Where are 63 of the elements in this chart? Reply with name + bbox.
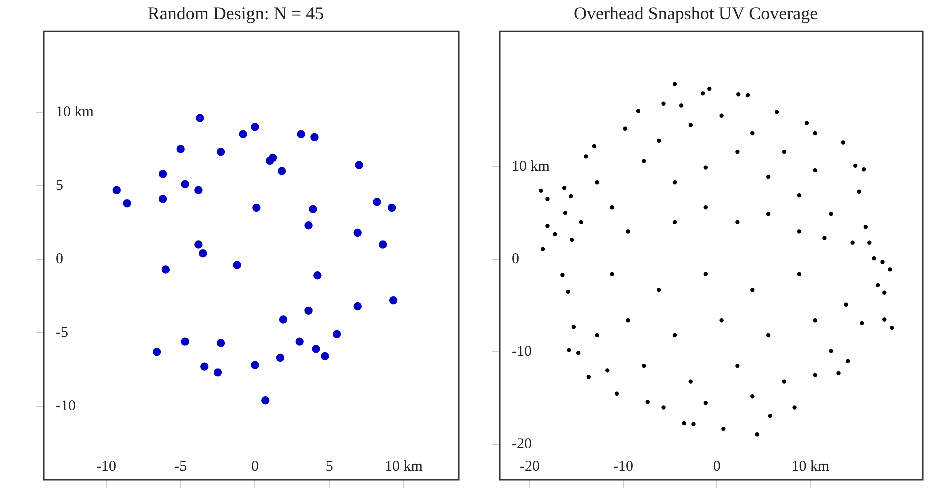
point	[279, 316, 288, 324]
point	[296, 338, 304, 346]
x-tick-label: -5	[174, 458, 188, 475]
x-tick-label: 0	[251, 458, 259, 475]
point	[158, 195, 168, 204]
x-tick-label: 10 km	[792, 458, 830, 475]
point	[158, 170, 168, 178]
x-tick-label: 10 km	[385, 458, 424, 475]
point	[194, 186, 203, 194]
point	[123, 200, 132, 208]
point	[200, 362, 209, 371]
point	[310, 133, 319, 142]
point	[181, 338, 190, 346]
x-tick-label: 5	[326, 458, 334, 475]
point	[373, 198, 382, 206]
point	[304, 222, 313, 230]
point	[388, 204, 396, 212]
point	[304, 306, 313, 316]
point	[312, 345, 320, 354]
point	[354, 302, 362, 311]
point	[266, 156, 274, 166]
point	[389, 296, 398, 305]
point	[321, 352, 330, 361]
y-tick-label: -10	[512, 344, 532, 360]
point	[233, 261, 242, 270]
y-tick-label: 0	[512, 251, 520, 268]
point	[251, 123, 260, 132]
point	[332, 330, 342, 339]
point	[176, 145, 185, 154]
point	[216, 148, 226, 156]
point	[112, 186, 121, 194]
point	[297, 130, 306, 139]
point	[276, 354, 285, 362]
x-tick-label: 0	[713, 458, 721, 475]
point	[252, 204, 261, 212]
y-tick-label: 5	[56, 178, 64, 194]
point	[354, 228, 362, 238]
point	[214, 368, 222, 377]
point	[181, 180, 190, 189]
chart-title: Random Design: N = 45	[148, 4, 324, 24]
point	[379, 240, 388, 249]
point	[196, 114, 204, 122]
point	[194, 240, 203, 249]
y-tick-label: -10	[56, 398, 76, 414]
point	[355, 161, 364, 170]
point	[314, 272, 322, 280]
y-tick-label: -5	[56, 324, 68, 341]
point	[239, 130, 248, 139]
x-tick-label: -10	[614, 458, 634, 475]
y-tick-label: 0	[56, 251, 64, 268]
point	[199, 249, 208, 258]
y-tick-label: 10 km	[512, 158, 550, 175]
x-tick-label: -10	[96, 458, 116, 475]
y-tick-label: 10 km	[56, 104, 94, 120]
y-tick-label: -20	[512, 436, 532, 453]
point	[309, 205, 318, 214]
chart-title: Overhead Snapshot UV Coverage	[574, 4, 818, 24]
point	[251, 361, 260, 370]
point	[152, 348, 162, 356]
point	[278, 167, 286, 176]
point	[216, 339, 226, 348]
point	[162, 266, 170, 274]
point	[262, 396, 270, 405]
